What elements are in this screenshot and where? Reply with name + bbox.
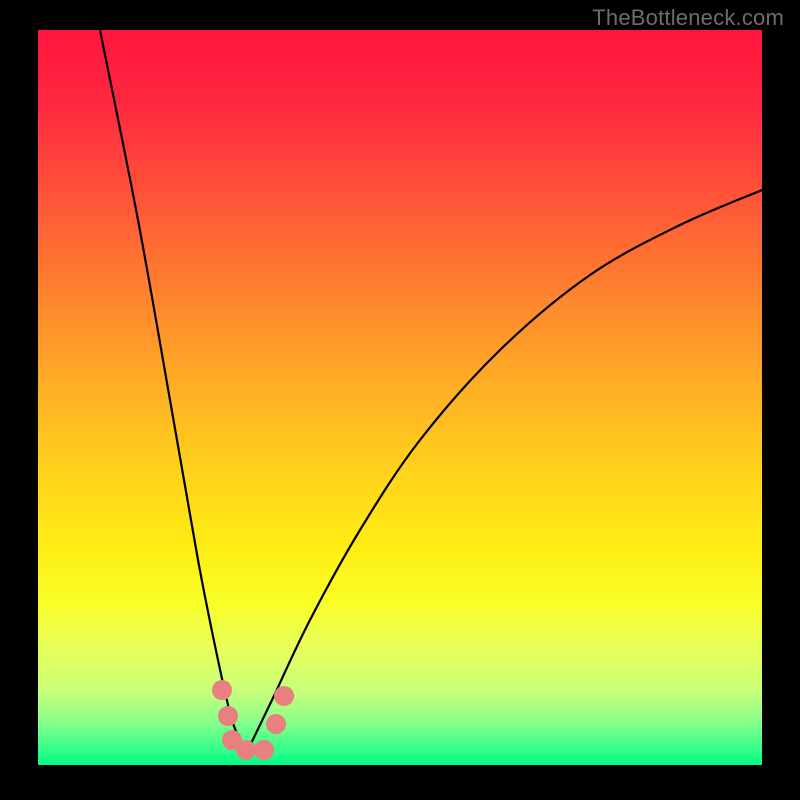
plot-area [38, 30, 762, 765]
chart-svg [0, 0, 800, 800]
highlight-marker [236, 740, 256, 760]
highlight-marker [266, 714, 286, 734]
chart-root: TheBottleneck.com [0, 0, 800, 800]
highlight-marker [274, 686, 294, 706]
highlight-marker [218, 706, 238, 726]
watermark-text: TheBottleneck.com [592, 5, 784, 31]
highlight-marker [254, 740, 274, 760]
highlight-marker [212, 680, 232, 700]
